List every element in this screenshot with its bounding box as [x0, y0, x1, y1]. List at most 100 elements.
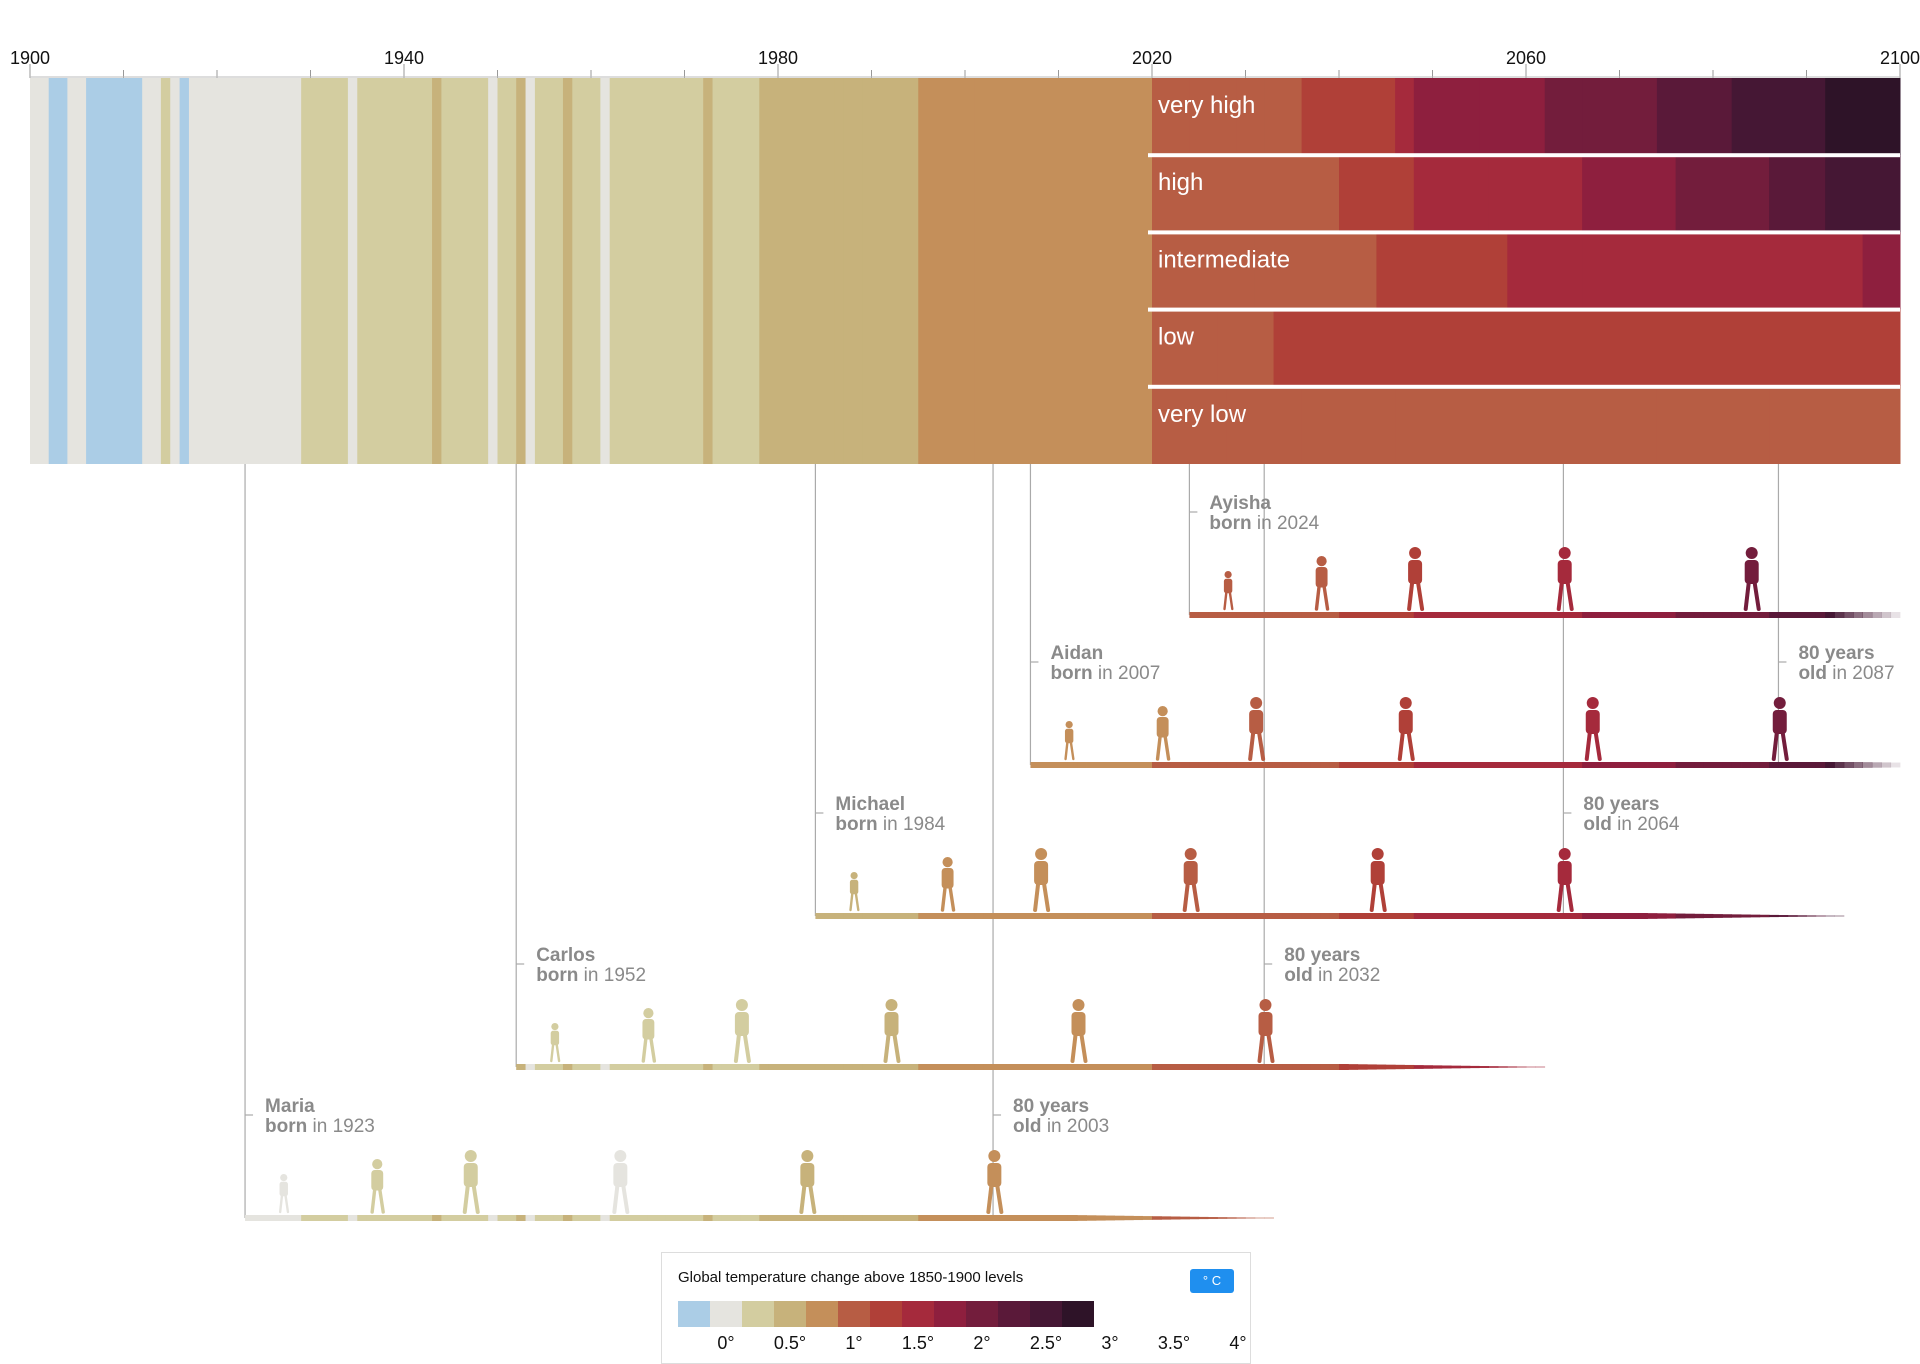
- legend-swatch: [1062, 1301, 1094, 1327]
- life-bar-segment: [1497, 1066, 1508, 1068]
- axis-tick-label: 2100: [1880, 48, 1920, 68]
- figure-head: [1586, 697, 1599, 709]
- figure-leg: [278, 1194, 284, 1214]
- life-bar-segment: [1516, 762, 1527, 768]
- life-bar-segment: [1862, 762, 1873, 768]
- figure-leg: [948, 885, 956, 912]
- life-bar-segment: [1189, 913, 1200, 919]
- person-born-label: born in 2007: [1050, 663, 1160, 684]
- observed-stripe: [1039, 78, 1097, 464]
- life-bar-segment: [609, 1215, 620, 1221]
- life-bar-segment: [1339, 1064, 1349, 1070]
- life-bar-segment: [1114, 762, 1125, 768]
- life-bar-segment: [908, 913, 919, 919]
- scenario-row-very-high: very high: [1152, 78, 1901, 156]
- life-bar-segment: [1142, 1064, 1153, 1070]
- figure-head: [1157, 706, 1168, 717]
- life-bar-segment: [534, 1215, 545, 1221]
- person-figure: [940, 857, 956, 912]
- life-bar-segment: [1460, 913, 1471, 919]
- life-bar-segment: [1656, 612, 1667, 618]
- scenario-stripe: [1376, 232, 1508, 310]
- life-bar-segment: [712, 1064, 723, 1070]
- life-bar-segment: [974, 1215, 985, 1221]
- life-bar-segment: [329, 1215, 339, 1221]
- observed-stripe: [572, 78, 601, 464]
- figure-body: [1183, 861, 1198, 885]
- life-bar-segment: [1797, 762, 1807, 768]
- life-bar-segment: [955, 913, 966, 919]
- old-word: old: [1013, 1116, 1042, 1137]
- person-figure: [1033, 848, 1051, 912]
- scenario-stripe: [1339, 78, 1396, 156]
- life-bar-segment: [656, 1064, 667, 1070]
- legend-tick-label: 0°: [717, 1333, 735, 1353]
- person-figure: [733, 999, 751, 1063]
- scenario-stripe: [1544, 309, 1677, 387]
- observed-stripe: [965, 78, 975, 464]
- life-bar-segment: [852, 1064, 863, 1070]
- life-bar-segment: [1638, 612, 1648, 618]
- life-bar-segment: [927, 1215, 938, 1221]
- life-bar-segment: [1039, 913, 1050, 919]
- life-bar-segment: [1077, 913, 1087, 919]
- person-figure: [1771, 697, 1789, 761]
- life-bar-segment: [1395, 913, 1405, 919]
- life-bar-segment: [768, 1215, 779, 1221]
- scenario-stripes: very high high intermediate low very low: [1148, 78, 1901, 464]
- life-bar-segment: [1806, 915, 1817, 917]
- life-bar-segment: [890, 1064, 900, 1070]
- figure-leg: [1406, 731, 1415, 761]
- scenario-stripe: [1675, 309, 1807, 387]
- life-bar-segment: [1039, 1215, 1050, 1221]
- life-bar-segment: [1535, 612, 1546, 618]
- life-bar-segment: [1526, 762, 1536, 768]
- life-bar-segment: [562, 1064, 573, 1070]
- figure-leg: [1780, 731, 1789, 761]
- life-bar-segment: [1058, 1215, 1069, 1221]
- life-bar-segment: [1095, 762, 1106, 768]
- observed-stripe: [263, 78, 302, 464]
- life-bar-segment: [787, 1215, 798, 1221]
- scenario-stripe: [1245, 155, 1340, 233]
- life-bar-segment: [1544, 612, 1555, 618]
- observed-stripe: [759, 78, 835, 464]
- celsius-unit-button[interactable]: ° C: [1190, 1269, 1234, 1293]
- observed-stripe: [880, 78, 891, 464]
- observed-stripe: [712, 78, 760, 464]
- life-bar-segment: [1871, 762, 1882, 768]
- figure-leg: [849, 892, 854, 912]
- life-bar-segment: [1226, 612, 1237, 618]
- life-bar-segment: [1245, 913, 1256, 919]
- figure-head: [1184, 848, 1197, 860]
- life-bar-segment: [1862, 612, 1873, 618]
- observed-stripe: [525, 78, 536, 464]
- life-bar-segment: [834, 1215, 844, 1221]
- life-bar-segment: [1189, 1216, 1200, 1220]
- life-bar-segment: [1152, 762, 1162, 768]
- life-bar-segment: [1236, 913, 1246, 919]
- life-bar-segment: [1497, 762, 1508, 768]
- life-bar-segment: [619, 1064, 629, 1070]
- life-bar-segment: [1226, 1064, 1237, 1070]
- person-born-label: born in 1984: [835, 814, 945, 835]
- scenario-stripe: [1507, 232, 1583, 310]
- life-bar-segment: [1385, 1064, 1396, 1070]
- life-bar-segment: [1703, 612, 1714, 618]
- person-name: Maria: [265, 1096, 315, 1117]
- scenario-stripe: [1189, 78, 1237, 156]
- life-bar-segment: [1591, 762, 1602, 768]
- person-figure: [1407, 547, 1425, 611]
- life-bar-segment: [1507, 913, 1518, 919]
- life-bar-segment: [1572, 612, 1583, 618]
- figure-head: [988, 1150, 1001, 1162]
- figure-head: [850, 872, 858, 880]
- figure-leg: [1584, 731, 1592, 761]
- life-bar-segment: [1666, 913, 1676, 919]
- figure-head: [551, 1023, 559, 1031]
- observed-stripe: [834, 78, 844, 464]
- scenario-row-very-low: very low: [1148, 384, 1901, 464]
- life-bar-segment: [1843, 762, 1854, 768]
- figure-head: [1745, 547, 1758, 559]
